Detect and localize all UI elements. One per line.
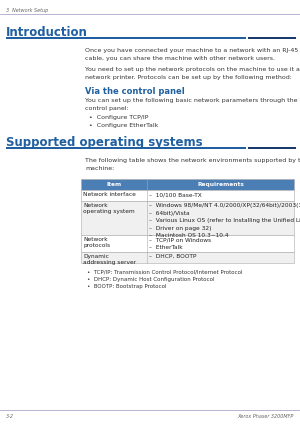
Text: network printer. Protocols can be set up by the following method:: network printer. Protocols can be set up… <box>85 74 292 79</box>
Text: –  Macintosh OS 10.3~10.4: – Macintosh OS 10.3~10.4 <box>149 233 229 238</box>
Text: –  DHCP, BOOTP: – DHCP, BOOTP <box>149 254 196 259</box>
Text: –  64bit)/Vista: – 64bit)/Vista <box>149 210 190 215</box>
Text: Requirements: Requirements <box>197 182 244 187</box>
Bar <box>6 147 246 149</box>
Text: machine:: machine: <box>85 165 114 170</box>
Text: –  Windows 98/Me/NT 4.0/2000/XP(32/64bit)/2003(32/: – Windows 98/Me/NT 4.0/2000/XP(32/64bit)… <box>149 203 300 208</box>
Text: Once you have connected your machine to a network with an RJ-45 Ethernet: Once you have connected your machine to … <box>85 48 300 53</box>
Text: Xerox Phaser 3200MFP: Xerox Phaser 3200MFP <box>238 414 294 419</box>
Text: •  DHCP: Dynamic Host Configuration Protocol: • DHCP: Dynamic Host Configuration Proto… <box>87 277 214 281</box>
Bar <box>6 37 246 39</box>
Text: –  EtherTalk: – EtherTalk <box>149 244 183 249</box>
Text: Via the control panel: Via the control panel <box>85 87 185 96</box>
Text: Network interface: Network interface <box>83 192 136 197</box>
Text: Network
operating system: Network operating system <box>83 203 135 214</box>
Bar <box>248 37 296 39</box>
Text: Network
protocols: Network protocols <box>83 237 110 248</box>
Text: cable, you can share the machine with other network users.: cable, you can share the machine with ot… <box>85 56 275 60</box>
Text: –  Various Linux OS (refer to Installing the Unified Linux: – Various Linux OS (refer to Installing … <box>149 218 300 223</box>
Text: •  TCP/IP: Transmission Control Protocol/Internet Protocol: • TCP/IP: Transmission Control Protocol/… <box>87 269 242 274</box>
Text: control panel:: control panel: <box>85 105 129 111</box>
Text: The following table shows the network environments supported by the: The following table shows the network en… <box>85 158 300 163</box>
Bar <box>81 252 294 263</box>
Text: –  10/100 Base-TX: – 10/100 Base-TX <box>149 192 202 197</box>
Bar <box>81 235 294 252</box>
Text: Item: Item <box>106 182 122 187</box>
Text: You need to set up the network protocols on the machine to use it as your: You need to set up the network protocols… <box>85 67 300 72</box>
Text: •  BOOTP: Bootstrap Protocol: • BOOTP: Bootstrap Protocol <box>87 284 166 289</box>
Text: Dynamic
addressing server: Dynamic addressing server <box>83 254 136 265</box>
Text: –  TCP/IP on Windows: – TCP/IP on Windows <box>149 237 211 242</box>
Text: –  Driver on page 32): – Driver on page 32) <box>149 226 212 230</box>
Bar <box>81 190 294 201</box>
Text: You can set up the following basic network parameters through the machine's: You can set up the following basic netwo… <box>85 98 300 103</box>
Text: 3-2: 3-2 <box>6 414 14 419</box>
Text: 3  Network Setup: 3 Network Setup <box>6 8 48 12</box>
Text: Introduction: Introduction <box>6 26 88 39</box>
Text: •  Configure EtherTalk: • Configure EtherTalk <box>89 122 158 128</box>
Text: Supported operating systems: Supported operating systems <box>6 136 202 149</box>
Bar <box>81 201 294 235</box>
Text: •  Configure TCP/IP: • Configure TCP/IP <box>89 115 148 120</box>
Bar <box>81 179 294 190</box>
Bar <box>248 147 296 149</box>
